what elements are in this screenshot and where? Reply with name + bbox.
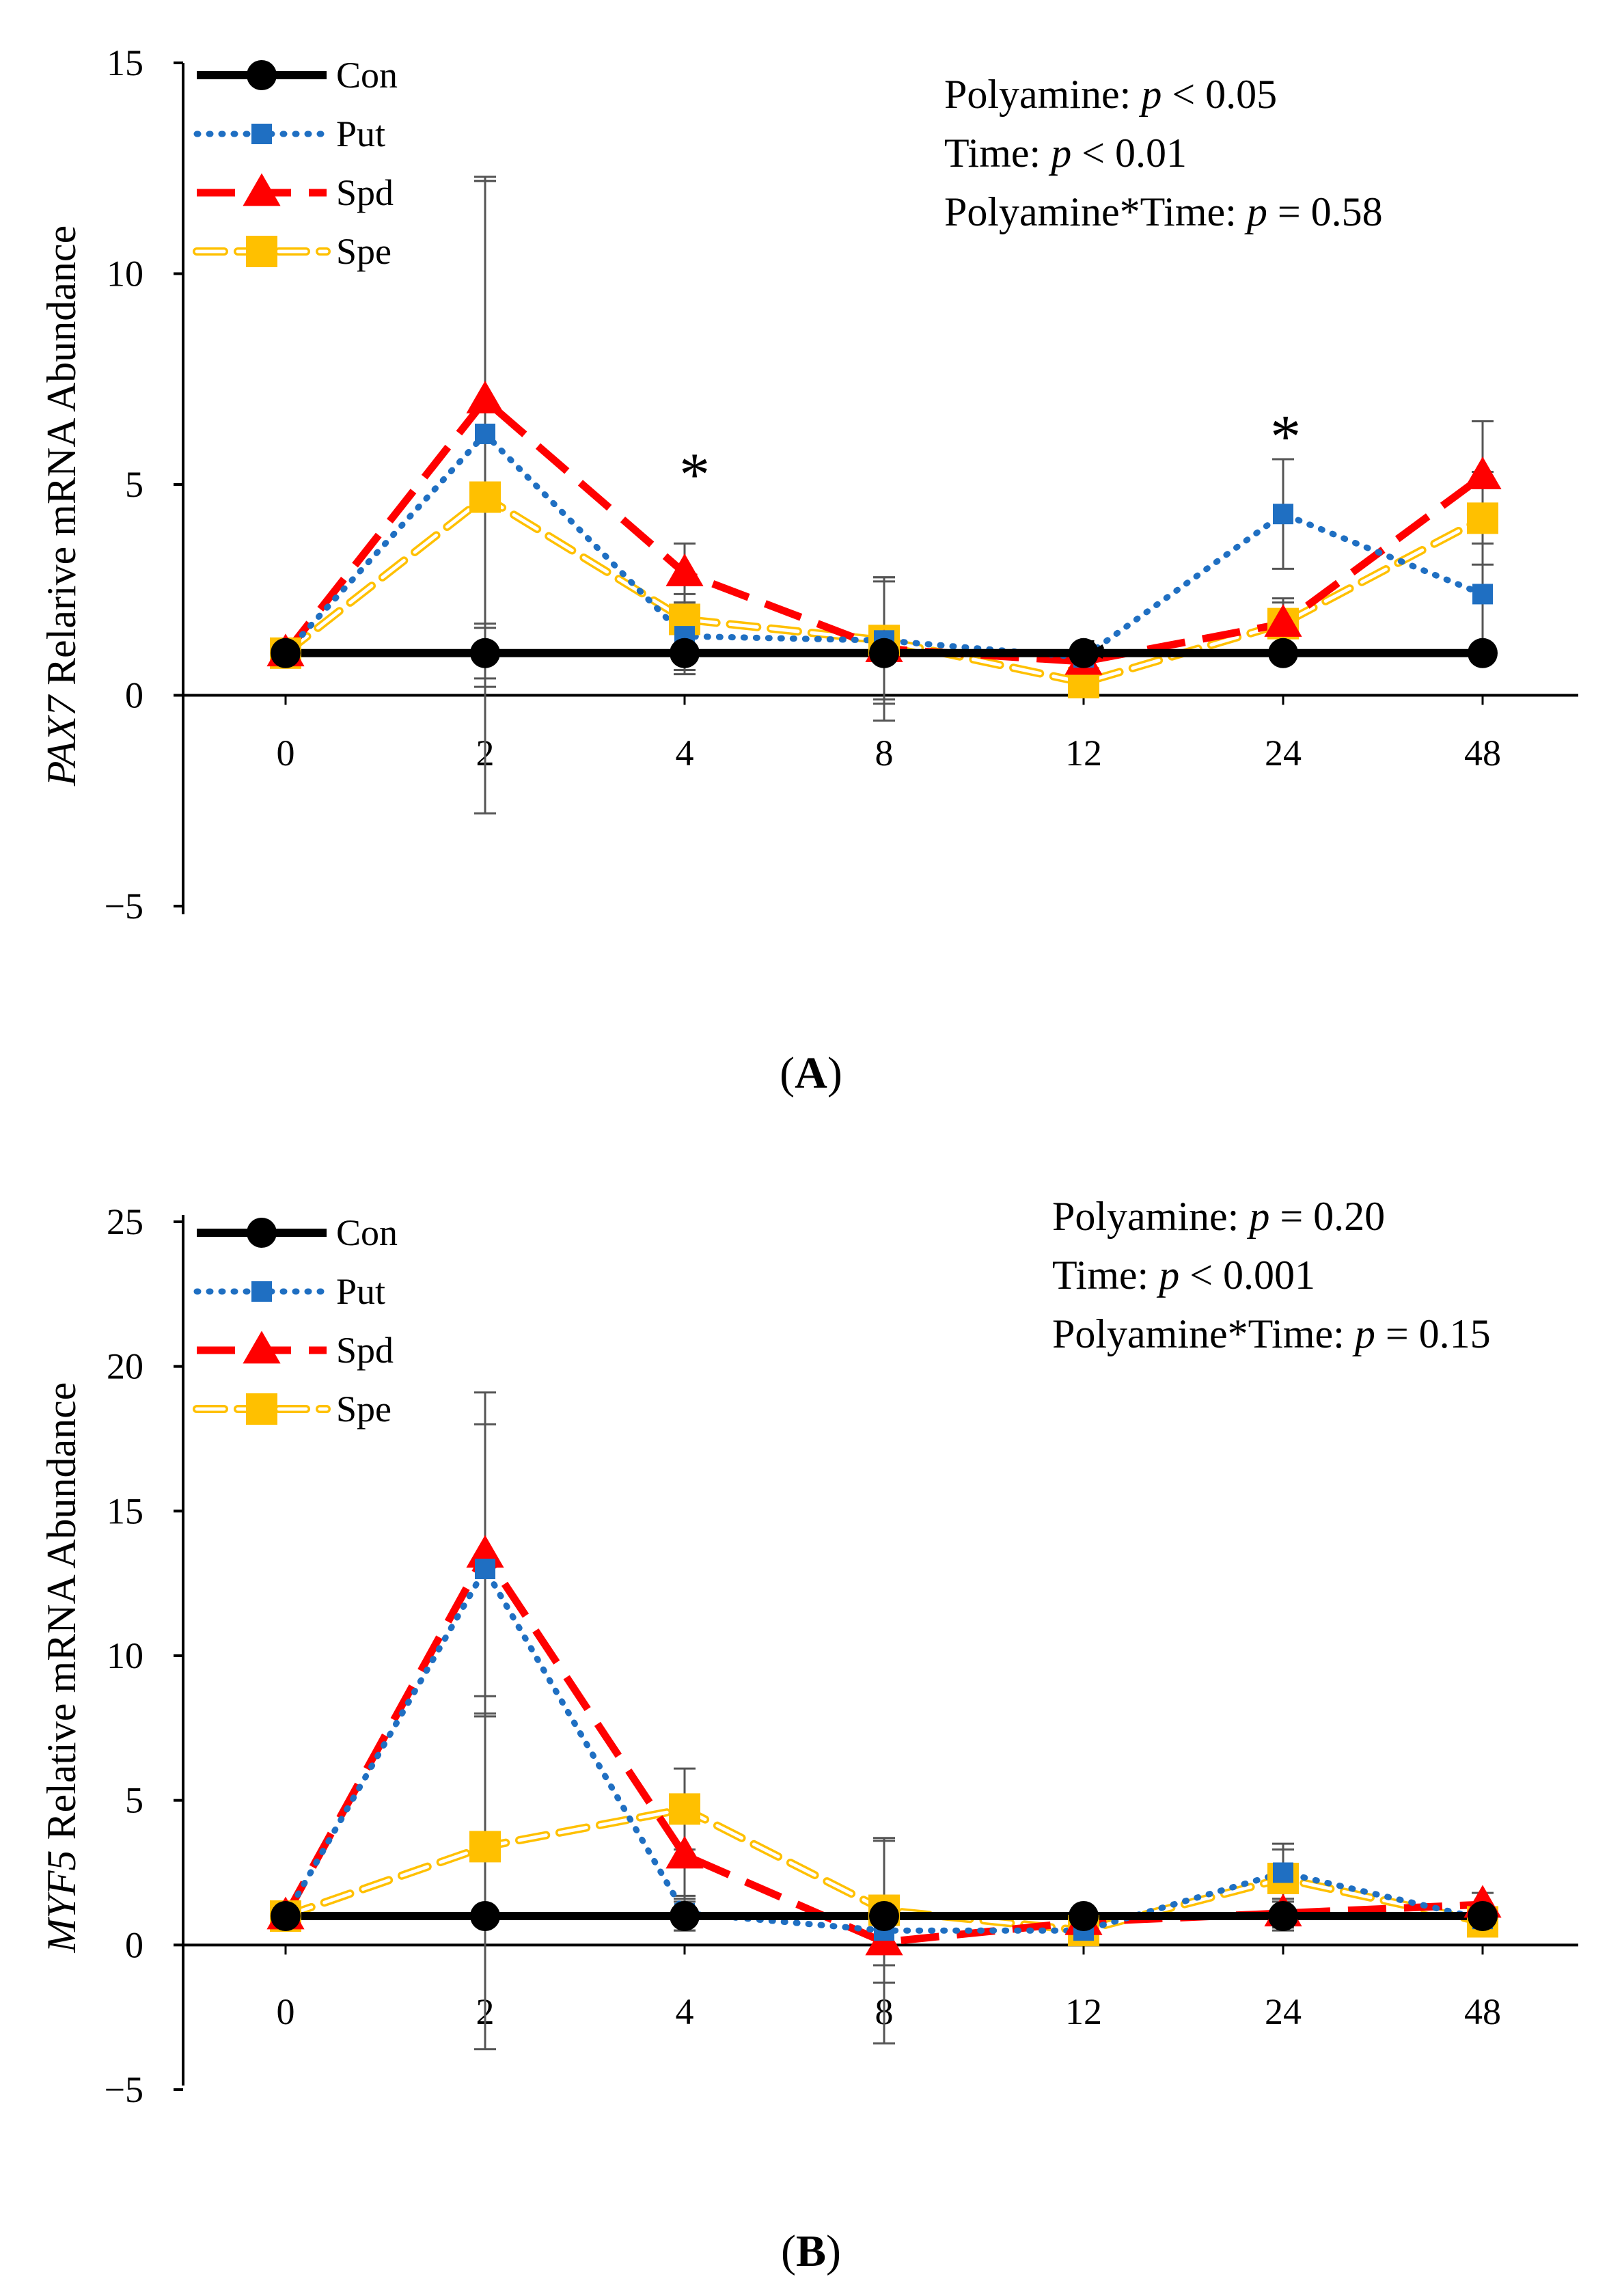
marker-spe: [469, 481, 501, 513]
marker-con: [470, 638, 500, 668]
y-tick-label: 15: [107, 1490, 143, 1531]
marker-con: [869, 638, 899, 668]
marker-legend-spd: [243, 1330, 281, 1364]
x-tick-label: 0: [277, 733, 295, 774]
panel-label: (B): [781, 2226, 841, 2276]
x-tick-label: 48: [1464, 1991, 1501, 2032]
stats-line: Polyamine*Time: p = 0.58: [944, 189, 1383, 234]
x-tick-label: 8: [875, 733, 894, 774]
significance-asterisk: *: [679, 441, 710, 508]
stats-block: Polyamine: p = 0.20 Time: p < 0.001 Polyam…: [1052, 1194, 1491, 1356]
marker-spe: [669, 1793, 700, 1825]
marker-legend-spd: [243, 173, 281, 206]
y-tick-label: 25: [107, 1201, 143, 1242]
legend: Con Put Spd Spe: [193, 1212, 398, 1430]
x-tick-label: 24: [1265, 1991, 1302, 2032]
y-axis-label: MYF5 Relative mRNA Abundance: [39, 1382, 84, 1954]
marker-con: [1069, 1901, 1099, 1931]
legend-label-con: Con: [336, 55, 398, 96]
x-tick-label: 4: [676, 1991, 694, 2032]
y-tick-label: 10: [107, 1635, 143, 1676]
stats-line: Polyamine: p < 0.05: [944, 72, 1277, 117]
legend-label-spe: Spe: [336, 1389, 391, 1430]
marker-legend-con: [247, 1218, 277, 1248]
marker-put: [475, 1559, 495, 1579]
marker-spd: [466, 381, 504, 413]
stats-block: Polyamine: p < 0.05 Time: p < 0.01 Polyami…: [944, 72, 1383, 234]
marker-legend-spe: [246, 236, 277, 267]
marker-spd: [1463, 456, 1502, 489]
x-tick-label: 0: [277, 1991, 295, 2032]
legend-label-put: Put: [336, 1271, 385, 1312]
y-axis-label: PAX7 Relarive mRNA Abundance: [39, 226, 84, 787]
marker-legend-put: [251, 1281, 272, 1302]
marker-con: [1069, 638, 1099, 668]
x-tick-label: 12: [1065, 733, 1102, 774]
marker-legend-con: [247, 60, 277, 90]
marker-put: [1273, 504, 1293, 525]
x-tick-label: 48: [1464, 733, 1501, 774]
y-tick-label: 0: [125, 675, 143, 716]
marker-put: [475, 423, 495, 444]
y-tick-label: −5: [105, 2069, 143, 2110]
marker-con: [1268, 1901, 1298, 1931]
marker-con: [271, 1901, 301, 1931]
marker-spd: [1264, 604, 1302, 637]
y-tick-label: −5: [105, 886, 143, 927]
marker-spe: [1467, 502, 1498, 534]
marker-con: [1268, 638, 1298, 668]
legend-label-put: Put: [336, 113, 385, 154]
panel-label: (A): [780, 1048, 842, 1098]
x-tick-label: 4: [676, 733, 694, 774]
marker-legend-spe: [246, 1393, 277, 1425]
legend-label-spd: Spd: [336, 172, 394, 213]
marker-put: [1273, 1862, 1293, 1883]
marker-spd: [665, 554, 704, 586]
marker-con: [869, 1901, 899, 1931]
y-tick-label: 10: [107, 254, 143, 295]
legend-label-con: Con: [336, 1212, 398, 1253]
significance-asterisk: *: [1077, 627, 1108, 694]
marker-con: [1468, 1901, 1498, 1931]
marker-con: [670, 638, 700, 668]
significance-asterisk: *: [1270, 403, 1301, 471]
marker-spe: [469, 1831, 501, 1863]
legend: Con Put Spd Spe: [193, 55, 398, 272]
marker-put: [1472, 584, 1493, 605]
y-tick-label: 15: [107, 42, 143, 83]
marker-con: [271, 638, 301, 668]
legend-label-spe: Spe: [336, 231, 391, 272]
legend-label-spd: Spd: [336, 1330, 394, 1371]
x-tick-label: 12: [1065, 1991, 1102, 2032]
marker-legend-put: [251, 124, 272, 144]
stats-line: Time: p < 0.01: [944, 131, 1187, 176]
stats-line: Polyamine: p = 0.20: [1052, 1194, 1385, 1239]
marker-spd: [665, 1835, 704, 1869]
y-tick-label: 5: [125, 1780, 143, 1821]
x-tick-label: 24: [1265, 733, 1302, 774]
marker-con: [1468, 638, 1498, 668]
marker-con: [470, 1901, 500, 1931]
y-tick-label: 0: [125, 1924, 143, 1965]
y-tick-label: 20: [107, 1346, 143, 1387]
stats-line: Time: p < 0.001: [1052, 1253, 1315, 1298]
marker-con: [670, 1901, 700, 1931]
y-tick-label: 5: [125, 464, 143, 505]
stats-line: Polyamine*Time: p = 0.15: [1052, 1311, 1491, 1356]
